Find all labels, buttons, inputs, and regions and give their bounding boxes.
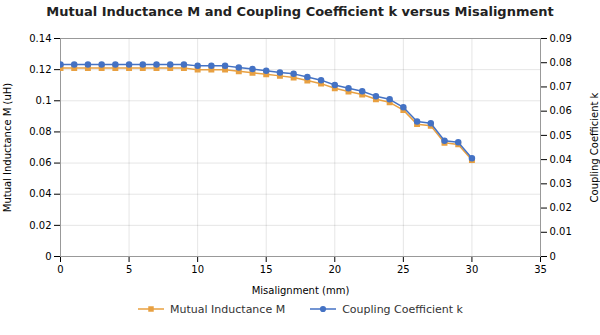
svg-text:35: 35 bbox=[534, 264, 547, 275]
svg-text:0.04: 0.04 bbox=[29, 188, 51, 199]
svg-text:Misalignment (mm): Misalignment (mm) bbox=[252, 285, 350, 296]
svg-text:0.06: 0.06 bbox=[550, 105, 572, 116]
html-text:Mutual Inductance M: Mutual Inductance M bbox=[170, 302, 286, 316]
svg-text:5: 5 bbox=[126, 264, 132, 275]
svg-text:0: 0 bbox=[45, 251, 51, 262]
html-text:Mutual Inductance M and Coupli: Mutual Inductance M and Coupling Coeffic… bbox=[46, 4, 554, 19]
svg-text:0.12: 0.12 bbox=[29, 64, 51, 75]
svg-text:25: 25 bbox=[397, 264, 410, 275]
svg-text:0.01: 0.01 bbox=[550, 226, 572, 237]
svg-text:15: 15 bbox=[260, 264, 273, 275]
svg-text:0.06: 0.06 bbox=[29, 157, 51, 168]
svg-text:0.02: 0.02 bbox=[29, 220, 51, 231]
svg-text:0: 0 bbox=[57, 264, 63, 275]
svg-text:30: 30 bbox=[466, 264, 479, 275]
svg-text:0.03: 0.03 bbox=[550, 178, 572, 189]
svg-text:0.08: 0.08 bbox=[550, 57, 572, 68]
svg-text:Mutual Inductance M (uH): Mutual Inductance M (uH) bbox=[2, 83, 13, 213]
svg-text:Coupling Coefficient k: Coupling Coefficient k bbox=[589, 92, 600, 202]
svg-text:0.1: 0.1 bbox=[36, 95, 52, 106]
svg-text:0: 0 bbox=[550, 251, 556, 262]
svg-text:0.14: 0.14 bbox=[29, 33, 51, 44]
svg-text:0.09: 0.09 bbox=[550, 33, 572, 44]
svg-text:0.04: 0.04 bbox=[550, 154, 572, 165]
svg-text:10: 10 bbox=[191, 264, 204, 275]
svg-text:0.02: 0.02 bbox=[550, 202, 572, 213]
svg-text:0.07: 0.07 bbox=[550, 81, 572, 92]
svg-text:20: 20 bbox=[328, 264, 341, 275]
svg-text:0.05: 0.05 bbox=[550, 130, 572, 141]
html-text:Coupling Coefficient k: Coupling Coefficient k bbox=[342, 302, 463, 316]
svg-text:0.08: 0.08 bbox=[29, 126, 51, 137]
